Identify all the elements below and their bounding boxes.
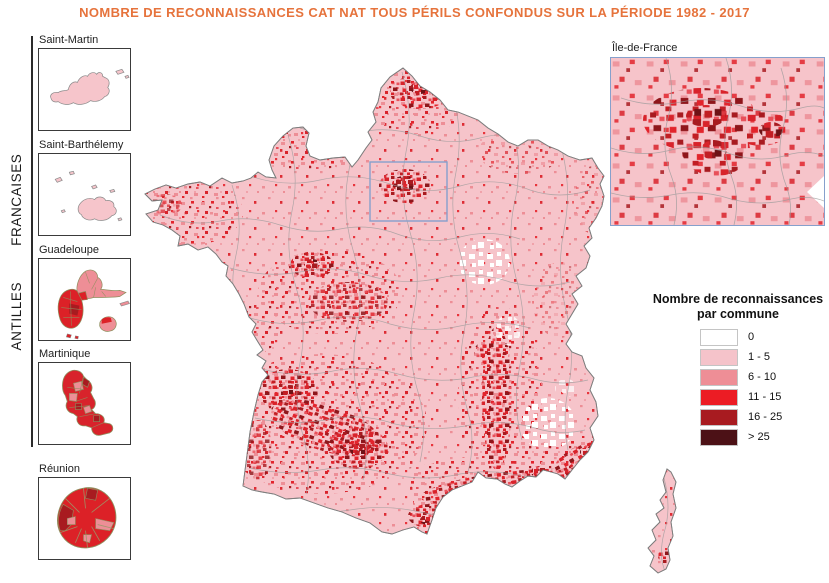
francaises-word: FRANCAISES (8, 153, 24, 246)
legend-label: 16 - 25 (748, 411, 783, 423)
saint-martin-map (50, 68, 130, 105)
saint-barthelemy-map (54, 170, 123, 222)
idf-inset: Île-de-France (610, 42, 825, 226)
island-label: Guadeloupe (39, 244, 99, 256)
legend-swatch (700, 328, 738, 346)
legend-item: 1 - 5 (645, 348, 829, 366)
legend-item: 11 - 15 (645, 388, 829, 406)
island-card-martinique: Martinique (38, 348, 131, 445)
commune-density-texture (145, 68, 676, 573)
legend-label: 11 - 15 (748, 391, 782, 403)
island-label: Martinique (39, 348, 91, 360)
legend-swatch (700, 408, 738, 426)
legend-label: 1 - 5 (748, 351, 771, 363)
legend-item: 16 - 25 (645, 408, 829, 426)
inset-department-borders (611, 58, 824, 225)
legend-item: 6 - 10 (645, 368, 829, 386)
island-label: Réunion (39, 463, 80, 475)
idf-inset-label: Île-de-France (612, 42, 678, 54)
legend-label: 0 (748, 331, 755, 343)
island-card-saint-martin: Saint-Martin (38, 34, 131, 131)
legend-rows: 0 1 - 5 6 - 10 11 - 15 16 - 25 > 25 (645, 328, 829, 446)
antilles-word: ANTILLES (8, 281, 24, 351)
island-card-reunion: Réunion (38, 463, 131, 560)
idf-locator-rect (369, 161, 448, 222)
antilles-bracket-line (31, 36, 33, 447)
legend-swatch (700, 388, 738, 406)
legend-item: 0 (645, 328, 829, 346)
idf-inset-map-frame (610, 57, 825, 226)
island-card-saint-barthelemy: Saint-Barthélemy (38, 139, 131, 236)
legend-title-line1: Nombre de reconnaissances (652, 292, 824, 306)
legend-label: > 25 (748, 431, 770, 443)
island-card-guadeloupe: Guadeloupe (38, 244, 131, 341)
martinique-map (62, 369, 114, 436)
legend-label: 6 - 10 (748, 371, 777, 383)
island-label: Saint-Barthélemy (39, 139, 124, 151)
legend-swatch (700, 368, 738, 386)
page-title: NOMBRE DE RECONNAISSANCES CAT NAT TOUS P… (79, 5, 750, 20)
idf-inset-map (611, 58, 824, 225)
legend-swatch (700, 348, 738, 366)
legend-title-line2: par commune (697, 307, 779, 321)
reunion-map (57, 487, 117, 549)
guadeloupe-map (57, 269, 130, 340)
legend: Nombre de reconnaissances par commune 0 … (645, 292, 829, 449)
legend-swatch (700, 428, 738, 446)
antilles-group-label: ANTILLES FRANCAISES (3, 127, 29, 377)
island-label: Saint-Martin (39, 34, 99, 46)
legend-title: Nombre de reconnaissances par commune (645, 292, 829, 322)
legend-item: > 25 (645, 428, 829, 446)
